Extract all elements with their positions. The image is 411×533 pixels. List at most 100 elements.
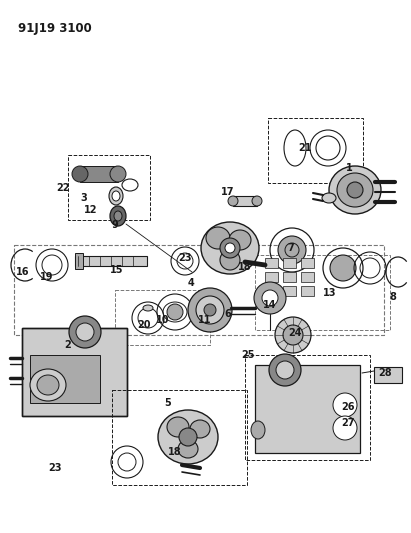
Bar	[255, 365, 360, 453]
Bar	[268, 118, 363, 183]
Bar	[80, 166, 118, 182]
Ellipse shape	[229, 230, 251, 250]
Circle shape	[167, 304, 183, 320]
Text: 17: 17	[221, 187, 235, 197]
Circle shape	[275, 317, 311, 353]
Text: 13: 13	[323, 288, 337, 298]
Circle shape	[72, 166, 88, 182]
Ellipse shape	[322, 193, 336, 203]
Ellipse shape	[158, 410, 218, 464]
Text: 11: 11	[198, 315, 212, 325]
Circle shape	[333, 393, 357, 417]
Text: 23: 23	[178, 253, 192, 263]
Bar	[301, 286, 314, 296]
Text: 26: 26	[341, 402, 355, 412]
Text: 9: 9	[112, 220, 118, 230]
Text: 23: 23	[48, 463, 62, 473]
Ellipse shape	[337, 173, 373, 207]
Bar	[301, 258, 314, 268]
Text: 7: 7	[288, 243, 294, 253]
Bar	[112, 390, 247, 485]
Text: 3: 3	[81, 193, 88, 203]
Ellipse shape	[206, 227, 230, 249]
Ellipse shape	[110, 206, 126, 226]
Bar	[14, 245, 384, 335]
Text: 21: 21	[298, 143, 312, 153]
Circle shape	[269, 354, 301, 386]
Circle shape	[225, 243, 235, 253]
Text: 2: 2	[65, 340, 72, 350]
Bar	[374, 367, 402, 383]
Ellipse shape	[220, 250, 240, 270]
Text: 18: 18	[168, 447, 182, 457]
Ellipse shape	[190, 420, 210, 438]
Text: 16: 16	[16, 267, 30, 277]
Ellipse shape	[316, 136, 340, 160]
Circle shape	[330, 255, 356, 281]
Bar	[265, 258, 278, 268]
Text: 5: 5	[165, 398, 171, 408]
Bar	[245, 355, 370, 460]
Text: 1: 1	[346, 163, 352, 173]
Text: 20: 20	[137, 320, 151, 330]
Text: 25: 25	[241, 350, 255, 360]
Circle shape	[196, 296, 224, 324]
Bar	[75, 253, 83, 269]
Bar	[283, 272, 296, 282]
Text: 18: 18	[238, 262, 252, 272]
Bar	[283, 258, 296, 268]
Ellipse shape	[228, 196, 238, 206]
Text: 19: 19	[40, 272, 54, 282]
Circle shape	[76, 323, 94, 341]
Circle shape	[69, 316, 101, 348]
Circle shape	[179, 428, 197, 446]
Bar	[30, 355, 100, 403]
Bar	[301, 272, 314, 282]
Ellipse shape	[252, 196, 262, 206]
Bar	[22, 328, 127, 416]
Circle shape	[283, 325, 303, 345]
Ellipse shape	[143, 305, 153, 311]
Text: 10: 10	[156, 315, 170, 325]
Ellipse shape	[329, 166, 381, 214]
Circle shape	[278, 236, 306, 264]
Circle shape	[254, 282, 286, 314]
Circle shape	[110, 166, 126, 182]
Ellipse shape	[122, 179, 138, 191]
Bar	[68, 155, 150, 220]
Circle shape	[333, 416, 357, 440]
Ellipse shape	[310, 130, 346, 166]
Bar	[255, 255, 390, 330]
Text: 91J19 3100: 91J19 3100	[18, 22, 92, 35]
Ellipse shape	[114, 211, 122, 221]
Circle shape	[204, 304, 216, 316]
Bar	[75, 256, 147, 266]
Ellipse shape	[284, 130, 306, 166]
Text: 22: 22	[56, 183, 70, 193]
Bar	[265, 272, 278, 282]
Ellipse shape	[201, 222, 259, 274]
Text: 4: 4	[188, 278, 194, 288]
Text: 14: 14	[263, 300, 277, 310]
Bar	[115, 290, 210, 345]
Ellipse shape	[109, 187, 123, 205]
Ellipse shape	[251, 421, 265, 439]
Text: 15: 15	[110, 265, 124, 275]
Text: 27: 27	[341, 418, 355, 428]
Ellipse shape	[37, 375, 59, 395]
Bar	[22, 328, 127, 416]
Text: 12: 12	[84, 205, 98, 215]
Ellipse shape	[167, 417, 189, 437]
Bar	[283, 286, 296, 296]
Circle shape	[276, 361, 294, 379]
Text: 8: 8	[390, 292, 397, 302]
Ellipse shape	[112, 191, 120, 201]
Text: 6: 6	[225, 309, 231, 319]
Ellipse shape	[178, 440, 198, 458]
Circle shape	[220, 238, 240, 258]
Bar	[265, 286, 278, 296]
Circle shape	[347, 182, 363, 198]
Circle shape	[262, 290, 278, 306]
Circle shape	[188, 288, 232, 332]
Ellipse shape	[30, 369, 66, 401]
